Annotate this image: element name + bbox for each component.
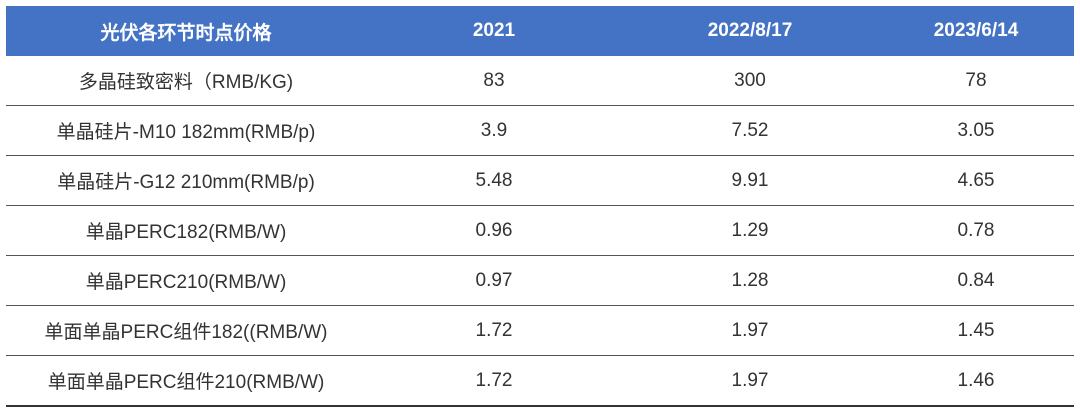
table-row: 单面单晶PERC组件182((RMB/W) 1.72 1.97 1.45 [6,305,1074,356]
cell-2023-6-14: 78 [878,56,1074,106]
table-row: 单晶PERC182(RMB/W) 0.96 1.29 0.78 [6,205,1074,256]
cell-2023-6-14: 0.84 [878,255,1074,306]
cell-2023-6-14: 3.05 [878,105,1074,156]
header-row: 光伏各环节时点价格 2021 2022/8/17 2023/6/14 [6,6,1074,56]
cell-2022-8-17: 9.91 [622,155,878,206]
table-body: 多晶硅致密料（RMB/KG) 83 300 78 单晶硅片-M10 182mm(… [6,56,1074,407]
cell-2022-8-17: 1.97 [622,355,878,407]
cell-2023-6-14: 1.45 [878,305,1074,356]
cell-2022-8-17: 300 [622,56,878,106]
table-row: 单面单晶PERC组件210(RMB/W) 1.72 1.97 1.46 [6,355,1074,407]
row-label: 单晶PERC182(RMB/W) [6,205,366,256]
row-label: 单面单晶PERC组件210(RMB/W) [6,355,366,407]
row-label: 多晶硅致密料（RMB/KG) [6,56,366,106]
table-header: 光伏各环节时点价格 2021 2022/8/17 2023/6/14 [6,6,1074,56]
row-label: 单面单晶PERC组件182((RMB/W) [6,305,366,356]
cell-2021: 0.97 [366,255,622,306]
cell-2021: 0.96 [366,205,622,256]
row-label: 单晶PERC210(RMB/W) [6,255,366,306]
row-label: 单晶硅片-M10 182mm(RMB/p) [6,105,366,156]
cell-2023-6-14: 0.78 [878,205,1074,256]
header-cell-2023-6-14: 2023/6/14 [878,6,1074,56]
table-row: 多晶硅致密料（RMB/KG) 83 300 78 [6,56,1074,106]
cell-2022-8-17: 7.52 [622,105,878,156]
pv-price-table: 光伏各环节时点价格 2021 2022/8/17 2023/6/14 多晶硅致密… [6,6,1074,407]
row-label: 单晶硅片-G12 210mm(RMB/p) [6,155,366,206]
cell-2023-6-14: 4.65 [878,155,1074,206]
table-row: 单晶硅片-M10 182mm(RMB/p) 3.9 7.52 3.05 [6,105,1074,156]
header-cell-2022-8-17: 2022/8/17 [622,6,878,56]
table-row: 单晶硅片-G12 210mm(RMB/p) 5.48 9.91 4.65 [6,155,1074,206]
table-row: 单晶PERC210(RMB/W) 0.97 1.28 0.84 [6,255,1074,306]
cell-2021: 1.72 [366,305,622,356]
cell-2021: 3.9 [366,105,622,156]
header-cell-item: 光伏各环节时点价格 [6,6,366,56]
cell-2021: 5.48 [366,155,622,206]
cell-2022-8-17: 1.29 [622,205,878,256]
cell-2021: 1.72 [366,355,622,407]
cell-2023-6-14: 1.46 [878,355,1074,407]
cell-2022-8-17: 1.97 [622,305,878,356]
price-table-container: 光伏各环节时点价格 2021 2022/8/17 2023/6/14 多晶硅致密… [6,6,1074,407]
header-cell-2021: 2021 [366,6,622,56]
cell-2021: 83 [366,56,622,106]
cell-2022-8-17: 1.28 [622,255,878,306]
